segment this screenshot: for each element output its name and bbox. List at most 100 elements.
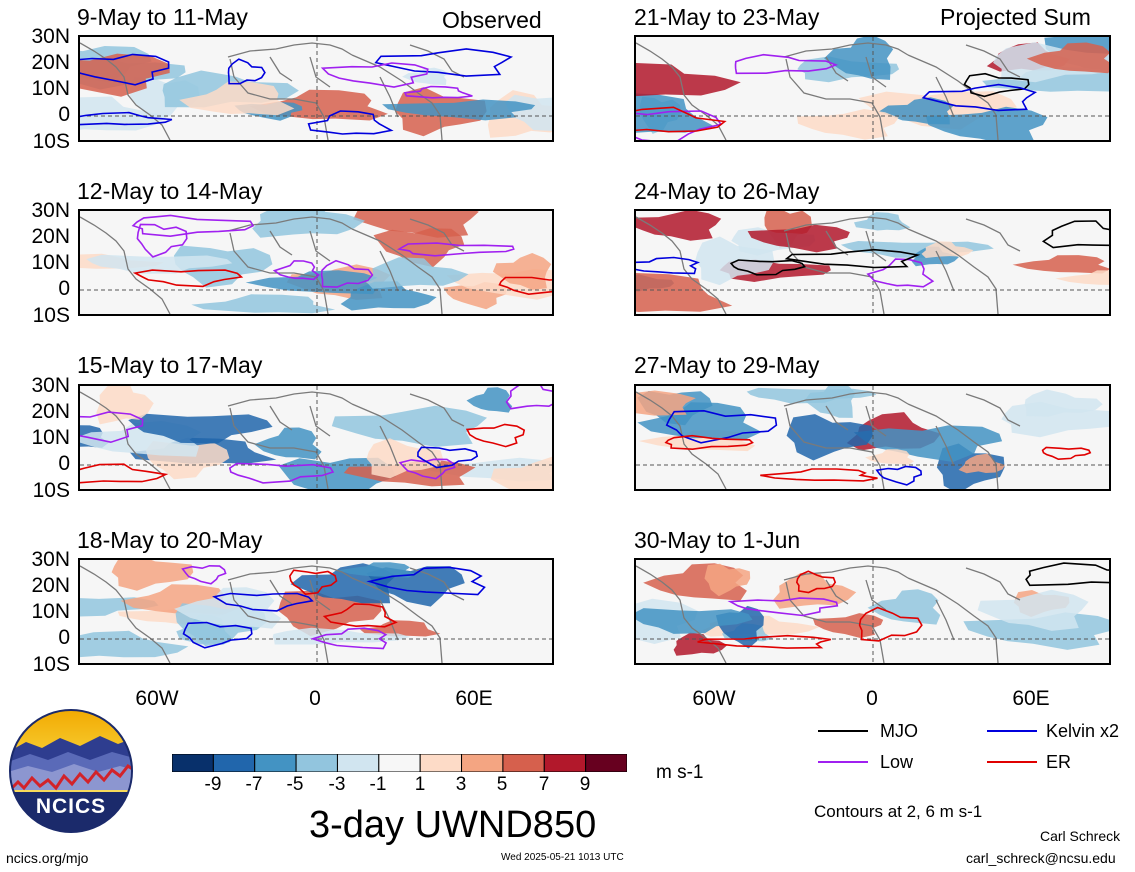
colorbar-label: -1 — [369, 774, 387, 795]
coastline — [825, 405, 955, 467]
footer-timestamp: Wed 2025-05-21 1013 UTC — [501, 852, 624, 863]
wind-shading — [636, 608, 753, 634]
wind-shading — [695, 236, 775, 286]
legend-label-mjo: MJO — [880, 721, 918, 741]
coastline — [351, 228, 443, 314]
colorbar-swatch — [543, 753, 587, 773]
projected-sum-header: Projected Sum — [940, 4, 1091, 30]
coastline — [785, 581, 885, 663]
anomaly-contour — [505, 386, 552, 410]
panel-title-7: 27-May to 29-May — [634, 352, 820, 378]
map-panel-5 — [634, 35, 1111, 142]
coastline — [783, 216, 909, 232]
coastline — [785, 407, 885, 489]
wind-shading — [96, 386, 154, 425]
anomaly-contour — [866, 258, 935, 288]
legend-label-kelvin: Kelvin x2 — [1046, 721, 1120, 741]
coastline — [409, 567, 465, 601]
lat-label-10s: 10S — [32, 479, 70, 502]
coastline — [80, 42, 171, 140]
anomaly-contour — [398, 458, 456, 480]
colorbar-swatch — [461, 753, 504, 773]
coastline — [80, 565, 171, 663]
anomaly-contour — [697, 634, 831, 649]
lon-label-60w: 60W — [692, 687, 736, 710]
wind-shading — [373, 228, 465, 268]
footer-email[interactable]: carl_schreck@ncsu.edu — [966, 850, 1116, 866]
coastline — [269, 230, 399, 292]
lat-label-10s: 10S — [32, 653, 70, 676]
coastline — [409, 393, 465, 427]
anomaly-contour — [498, 276, 552, 296]
colorbar-label: -9 — [204, 774, 222, 795]
observed-header: Observed — [442, 7, 542, 33]
panel-title-2: 12-May to 14-May — [77, 178, 263, 204]
wind-shading — [252, 211, 365, 238]
wind-shading — [179, 81, 295, 116]
wind-shading — [636, 390, 696, 416]
anomaly-contour — [734, 53, 838, 75]
colorbar-swatch — [212, 753, 256, 773]
legend-swatch-mjo — [818, 730, 868, 732]
wind-shading — [977, 589, 1089, 631]
colorbar-swatch — [502, 753, 545, 773]
map-panel-6 — [634, 209, 1111, 316]
footer-url[interactable]: ncics.org/mjo — [6, 850, 89, 866]
lon-label-60w: 60W — [135, 687, 179, 710]
anomaly-contour — [288, 569, 338, 596]
anomaly-contour — [131, 214, 255, 238]
panel-title-5: 21-May to 23-May — [634, 4, 820, 30]
lat-label-30n: 30N — [31, 374, 70, 397]
coastline — [783, 565, 909, 581]
colorbar-swatch — [171, 753, 214, 773]
wind-shading — [254, 427, 322, 460]
lat-label-10s: 10S — [32, 130, 70, 153]
lat-label-10n: 10N — [31, 251, 70, 274]
map-panel-3 — [78, 384, 554, 491]
wind-shading — [636, 63, 741, 97]
coastline — [229, 58, 329, 140]
wind-shading — [637, 402, 762, 440]
anomaly-contour — [310, 627, 388, 650]
colorbar-label: -5 — [286, 774, 304, 795]
panel-title-1: 9-May to 11-May — [77, 4, 248, 30]
map-panel-8 — [634, 558, 1111, 665]
wind-shading — [1026, 42, 1109, 74]
anomaly-contour — [664, 434, 754, 451]
colorbar-swatch — [295, 753, 338, 773]
wind-shading — [813, 613, 884, 638]
coastline — [783, 391, 909, 407]
coastline — [351, 54, 443, 140]
anomaly-contour — [80, 411, 144, 444]
colorbar-label: 9 — [579, 774, 591, 795]
anomaly-contour — [182, 621, 253, 649]
anomaly-contour — [212, 592, 314, 612]
lon-label-0: 0 — [309, 687, 321, 710]
wind-shading — [191, 294, 336, 314]
anomaly-contour — [320, 62, 429, 88]
lat-label-eq: 0 — [58, 277, 70, 300]
lat-label-eq: 0 — [58, 626, 70, 649]
wind-shading — [746, 387, 877, 404]
lat-label-30n: 30N — [31, 25, 70, 48]
panel-title-6: 24-May to 26-May — [634, 178, 820, 204]
anomaly-contour — [636, 110, 723, 140]
anomaly-contour — [760, 468, 878, 482]
anomaly-contour — [366, 566, 486, 596]
anomaly-contour — [181, 564, 227, 585]
coastline — [907, 403, 999, 489]
colorbar-swatch — [254, 753, 297, 773]
lat-label-20n: 20N — [31, 51, 70, 74]
anomaly-contour — [80, 111, 173, 126]
anomaly-contour — [403, 85, 473, 99]
wind-shading — [492, 253, 552, 290]
coastline — [783, 42, 909, 58]
wind-shading — [958, 453, 1006, 474]
lat-label-30n: 30N — [31, 548, 70, 571]
wind-shading — [921, 241, 974, 258]
wind-shading — [331, 405, 487, 447]
wind-shading — [704, 563, 751, 597]
wind-shading — [382, 99, 536, 121]
wind-shading — [824, 37, 894, 80]
colorbar-swatch — [336, 753, 380, 773]
